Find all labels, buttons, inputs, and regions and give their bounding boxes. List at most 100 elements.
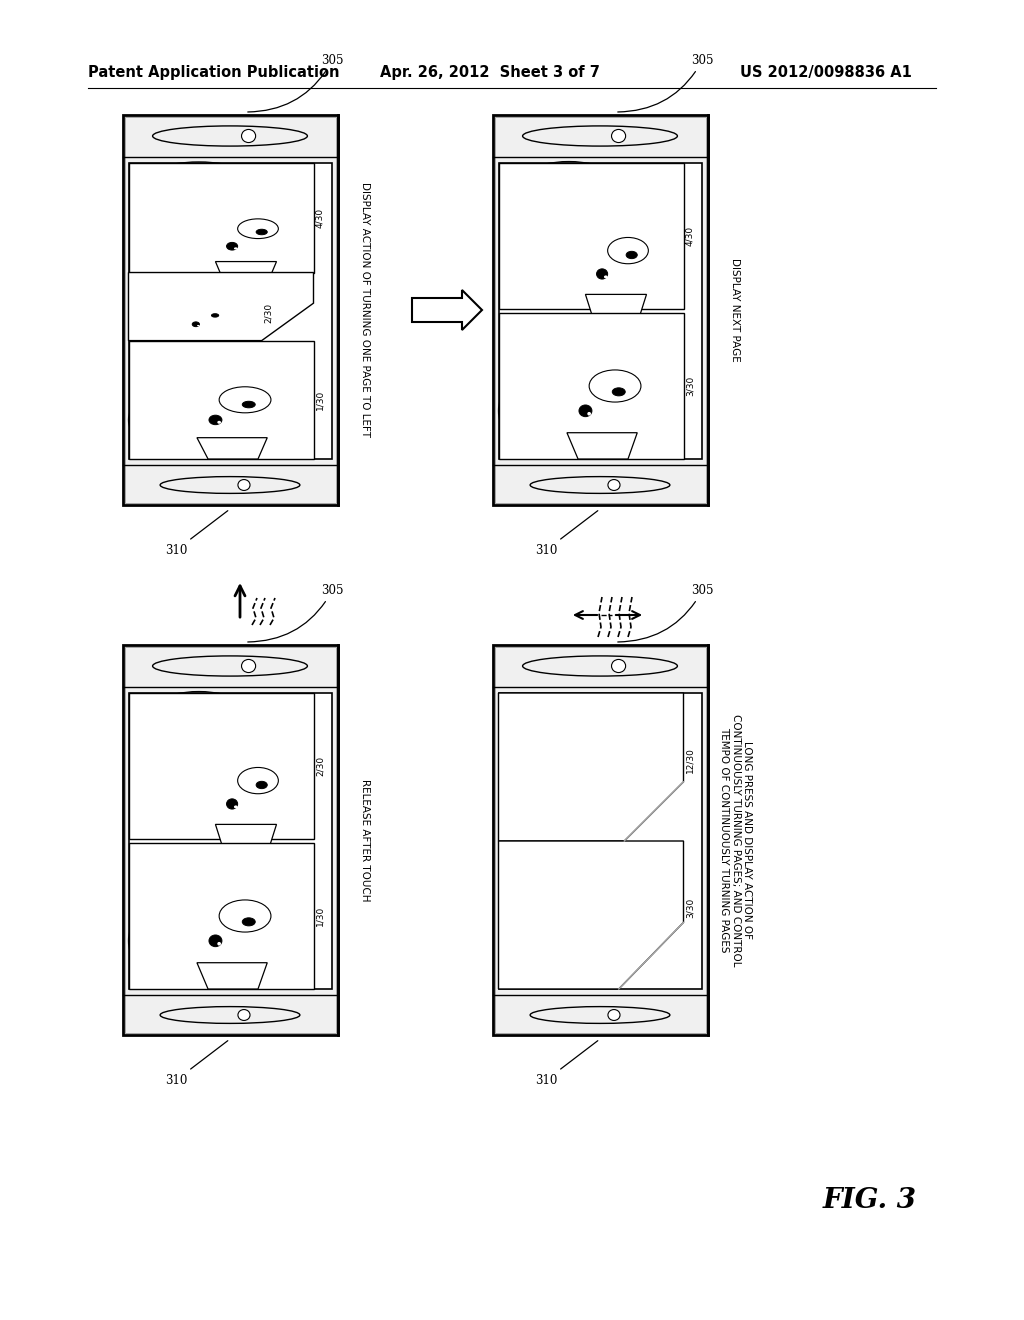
Text: LONG PRESS AND DISPLAY ACTION OF
CONTINUOUSLY TURNING PAGES; AND CONTROL
TEMPO O: LONG PRESS AND DISPLAY ACTION OF CONTINU… <box>719 714 752 966</box>
Ellipse shape <box>209 416 222 425</box>
Ellipse shape <box>526 363 674 444</box>
FancyBboxPatch shape <box>493 645 708 1035</box>
Ellipse shape <box>521 308 660 363</box>
Text: Patent Application Publication: Patent Application Publication <box>88 65 340 79</box>
Text: 4/30: 4/30 <box>315 207 325 228</box>
Ellipse shape <box>217 942 221 945</box>
Ellipse shape <box>238 1010 250 1020</box>
Ellipse shape <box>579 405 592 417</box>
Ellipse shape <box>185 756 301 829</box>
Ellipse shape <box>589 370 641 403</box>
Ellipse shape <box>242 660 256 673</box>
Ellipse shape <box>528 214 561 235</box>
Ellipse shape <box>145 310 179 337</box>
FancyBboxPatch shape <box>123 115 338 506</box>
Text: 310: 310 <box>165 1040 227 1086</box>
FancyBboxPatch shape <box>493 115 708 506</box>
Ellipse shape <box>155 224 206 265</box>
Ellipse shape <box>607 238 648 264</box>
Text: 310: 310 <box>165 511 227 557</box>
FancyBboxPatch shape <box>123 645 338 1035</box>
Ellipse shape <box>612 388 626 396</box>
Ellipse shape <box>608 1010 620 1020</box>
Text: 1/30: 1/30 <box>315 389 325 411</box>
Bar <box>125 117 336 503</box>
Ellipse shape <box>128 911 184 972</box>
Ellipse shape <box>611 660 626 673</box>
Bar <box>499 162 683 309</box>
Bar <box>128 162 313 272</box>
Ellipse shape <box>132 162 265 219</box>
Ellipse shape <box>238 219 279 239</box>
Text: DISPLAY NEXT PAGE: DISPLAY NEXT PAGE <box>730 259 740 362</box>
Ellipse shape <box>502 161 636 238</box>
Ellipse shape <box>147 297 169 306</box>
Ellipse shape <box>226 799 238 809</box>
Bar <box>128 341 313 459</box>
Ellipse shape <box>233 805 238 808</box>
Polygon shape <box>215 825 276 854</box>
Ellipse shape <box>217 421 221 424</box>
Text: 3/30: 3/30 <box>685 376 694 396</box>
Bar <box>128 843 313 989</box>
Ellipse shape <box>238 479 250 491</box>
Polygon shape <box>128 272 313 341</box>
Ellipse shape <box>242 129 256 143</box>
Ellipse shape <box>604 276 607 279</box>
Ellipse shape <box>131 272 217 308</box>
Ellipse shape <box>166 302 241 335</box>
Text: RELEASE AFTER TOUCH: RELEASE AFTER TOUCH <box>360 779 371 902</box>
Ellipse shape <box>152 335 291 381</box>
Ellipse shape <box>256 230 267 235</box>
Ellipse shape <box>611 129 626 143</box>
Bar <box>128 162 332 459</box>
Ellipse shape <box>158 202 191 216</box>
Polygon shape <box>412 290 482 330</box>
Ellipse shape <box>209 935 222 946</box>
Ellipse shape <box>556 226 671 298</box>
Text: 305: 305 <box>248 583 344 642</box>
Bar <box>128 693 313 840</box>
Text: 2/30: 2/30 <box>315 756 325 776</box>
Text: 305: 305 <box>617 54 714 112</box>
Polygon shape <box>499 841 683 989</box>
Bar <box>495 647 706 1034</box>
Ellipse shape <box>256 781 267 788</box>
Ellipse shape <box>219 387 271 413</box>
Bar <box>125 647 336 1034</box>
Polygon shape <box>185 334 224 347</box>
Text: 3/30: 3/30 <box>685 898 694 917</box>
Ellipse shape <box>626 251 637 259</box>
Ellipse shape <box>128 395 184 445</box>
Text: 1/30: 1/30 <box>315 906 325 927</box>
Ellipse shape <box>243 917 255 925</box>
Ellipse shape <box>233 247 238 249</box>
Ellipse shape <box>155 775 206 830</box>
Text: 12/30: 12/30 <box>685 747 694 772</box>
Text: DISPLAY ACTION OF TURNING ONE PAGE TO LEFT: DISPLAY ACTION OF TURNING ONE PAGE TO LE… <box>360 182 371 437</box>
Ellipse shape <box>157 381 304 446</box>
Text: 2/30: 2/30 <box>264 304 272 323</box>
Ellipse shape <box>197 325 200 326</box>
Ellipse shape <box>185 210 301 265</box>
Ellipse shape <box>212 314 219 317</box>
Ellipse shape <box>524 244 577 300</box>
Text: 310: 310 <box>536 511 598 557</box>
Text: 305: 305 <box>248 54 344 112</box>
Polygon shape <box>499 693 683 841</box>
Bar <box>499 162 701 459</box>
Ellipse shape <box>219 900 271 932</box>
Text: Apr. 26, 2012  Sheet 3 of 7: Apr. 26, 2012 Sheet 3 of 7 <box>380 65 600 79</box>
Polygon shape <box>215 261 276 284</box>
Ellipse shape <box>238 767 279 793</box>
Bar <box>499 693 701 989</box>
Polygon shape <box>586 294 646 323</box>
Polygon shape <box>567 433 637 459</box>
Text: FIG. 3: FIG. 3 <box>823 1187 918 1213</box>
Ellipse shape <box>226 243 238 249</box>
Ellipse shape <box>597 269 607 279</box>
Bar <box>128 693 332 989</box>
Ellipse shape <box>157 894 304 974</box>
Text: 4/30: 4/30 <box>685 226 694 246</box>
Ellipse shape <box>132 692 265 767</box>
